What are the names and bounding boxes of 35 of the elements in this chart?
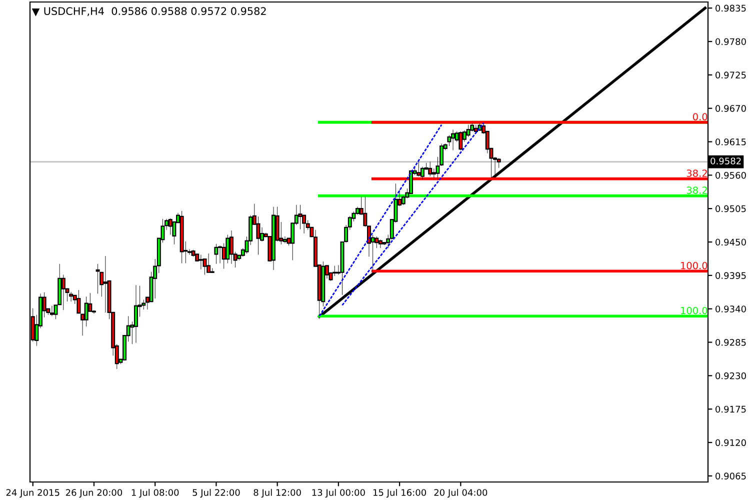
x-tick-label: 8 Jul 12:00	[254, 488, 301, 498]
series-label: 38.2	[686, 170, 707, 177]
candlestick	[198, 254, 203, 270]
x-tick-label: 1 Jul 08:00	[132, 488, 179, 498]
y-tick-label: 0.9120	[716, 439, 746, 446]
candlestick	[103, 256, 108, 312]
series-label: 38.2	[686, 186, 707, 194]
x-tick-label: 24 Jun 2015	[6, 489, 60, 498]
y-tick-label: 0.9725	[716, 72, 746, 78]
y-tick-label: 0.9230	[716, 372, 746, 380]
candlestick	[298, 204, 302, 230]
y-tick-label: 0.9835	[716, 4, 746, 12]
y-tick-label: 0.9505	[716, 205, 746, 212]
y-tick-label: 0.9780	[716, 38, 746, 46]
series-label: 100.0	[681, 306, 708, 314]
x-tick-label: 15 Jul 16:00	[373, 488, 426, 498]
series-label: 0.0	[692, 113, 708, 120]
y-tick-label: 0.9450	[716, 238, 746, 246]
x-tick-label: 13 Jul 00:00	[312, 488, 365, 498]
y-tick-label: 0.9285	[716, 338, 746, 346]
y-tick-label: 0.9065	[716, 472, 746, 480]
series-label: 100.0	[681, 262, 708, 270]
x-tick-label: 26 Jun 20:00	[66, 489, 122, 498]
y-tick-label: 0.9395	[716, 272, 746, 279]
y-tick-label: 0.9340	[716, 306, 746, 312]
candlestick	[332, 266, 337, 276]
candlestick	[96, 264, 100, 294]
chart-title: USDCHF,H4 0.9586 0.9588 0.9572 0.9582	[44, 7, 266, 16]
ref-line-label: 0.9582	[710, 158, 741, 164]
y-tick-label: 0.9670	[716, 105, 746, 112]
y-tick-label: 0.9615	[716, 138, 746, 146]
y-tick-label: 0.9175	[716, 406, 746, 413]
y-tick-label: 0.9560	[716, 172, 746, 179]
x-tick-label: 20 Jul 04:00	[434, 488, 488, 498]
x-tick-label: 5 Jul 22:00	[192, 488, 240, 498]
